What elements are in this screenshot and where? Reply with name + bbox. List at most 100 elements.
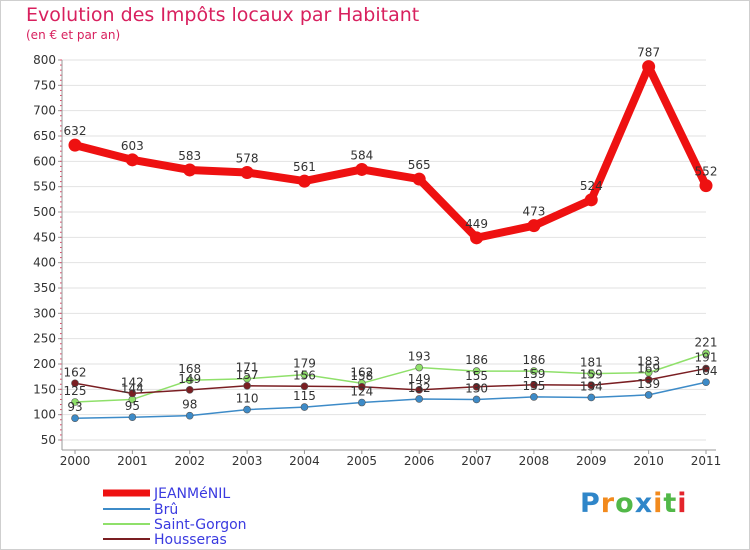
data-point [297, 174, 311, 188]
data-label: 561 [293, 160, 316, 174]
data-label: 115 [293, 389, 316, 403]
y-tick-label: 700 [33, 104, 56, 118]
data-point [587, 393, 596, 402]
series-line-Brû [74, 381, 707, 419]
data-point [68, 138, 82, 152]
y-tick-label: 300 [33, 306, 56, 320]
y-tick-label: 650 [33, 129, 56, 143]
data-label: 583 [178, 149, 201, 163]
data-point [412, 172, 426, 186]
x-tick-label-2007: 2007 [461, 454, 492, 468]
data-label: 169 [637, 362, 660, 376]
x-tick-label-2006: 2006 [404, 454, 435, 468]
series-line-Housseras [74, 367, 707, 395]
data-point [584, 193, 598, 207]
data-point [185, 376, 194, 385]
data-point [702, 364, 710, 373]
x-tick-label-2009: 2009 [576, 454, 607, 468]
data-point [71, 414, 79, 423]
data-point [470, 231, 484, 245]
y-tick-label: 400 [33, 256, 56, 270]
data-label: 93 [67, 400, 82, 414]
data-label: 524 [580, 179, 603, 193]
data-label: 149 [178, 372, 201, 386]
data-point [530, 380, 538, 389]
data-label: 162 [64, 365, 87, 379]
data-label: 124 [350, 385, 373, 399]
data-label: 565 [408, 158, 431, 172]
data-point [644, 391, 653, 399]
data-label: 95 [125, 399, 140, 413]
data-point [355, 162, 369, 176]
data-point [243, 381, 251, 390]
data-point [128, 389, 137, 398]
data-point [699, 179, 713, 193]
data-point [415, 386, 423, 394]
data-label: 162 [350, 365, 373, 379]
data-point [415, 363, 423, 372]
data-point [183, 163, 197, 177]
data-label: 130 [465, 381, 488, 395]
data-point [71, 398, 79, 406]
legend-label-Brû: Brû [154, 502, 178, 518]
data-label: 134 [580, 379, 603, 393]
data-point [472, 382, 481, 391]
y-tick-label: 500 [33, 205, 56, 219]
data-label: 144 [121, 381, 144, 395]
x-tick-label-2002: 2002 [174, 454, 205, 468]
data-label: 158 [350, 369, 373, 383]
data-point [642, 60, 656, 74]
data-label: 171 [236, 361, 259, 375]
x-tick-label-2005: 2005 [347, 454, 378, 468]
y-tick-label: 600 [33, 154, 56, 168]
x-tick-label-2001: 2001 [117, 454, 148, 468]
data-label: 155 [465, 369, 488, 383]
data-point [530, 367, 538, 375]
data-point [125, 153, 139, 167]
logo-letter: o [615, 488, 635, 519]
logo-letter: i [653, 488, 664, 519]
data-label: 164 [695, 364, 718, 378]
data-label: 159 [522, 367, 545, 381]
proxiti-logo: Proxiti [580, 488, 688, 519]
logo-letter: i [677, 488, 688, 519]
data-label: 552 [695, 165, 718, 179]
data-point [185, 386, 194, 394]
x-tick-label-2011: 2011 [691, 454, 722, 468]
data-point [300, 382, 309, 391]
data-point [185, 411, 194, 420]
data-point [587, 381, 596, 390]
data-point [358, 398, 366, 407]
logo-letter: r [600, 488, 616, 519]
y-tick-label: 550 [33, 180, 56, 194]
data-label: 584 [350, 148, 373, 162]
data-point [702, 349, 710, 358]
data-label: 449 [465, 217, 488, 231]
data-label: 132 [408, 381, 431, 395]
data-label: 191 [695, 351, 718, 365]
data-label: 603 [121, 139, 144, 153]
data-label: 632 [64, 124, 87, 138]
data-point [644, 375, 653, 384]
data-label: 110 [236, 392, 259, 406]
data-label: 473 [522, 205, 545, 219]
chart-subtitle: (en € et par an) [26, 28, 121, 42]
data-point [240, 165, 254, 179]
legend-label-JEANMéNIL: JEANMéNIL [153, 486, 230, 502]
legend-label-Saint-Gorgon: Saint-Gorgon [154, 517, 247, 533]
y-tick-label: 150 [33, 382, 56, 396]
data-point [128, 413, 137, 422]
data-label: 221 [695, 335, 718, 349]
data-label: 168 [178, 362, 201, 376]
data-point [300, 403, 309, 411]
data-label: 578 [236, 151, 259, 165]
x-tick-label-2004: 2004 [289, 454, 320, 468]
data-label: 186 [522, 353, 545, 367]
data-point [300, 370, 309, 379]
y-tick-label: 100 [33, 408, 56, 422]
data-label: 186 [465, 353, 488, 367]
data-point [472, 367, 481, 375]
data-label: 156 [293, 368, 316, 382]
